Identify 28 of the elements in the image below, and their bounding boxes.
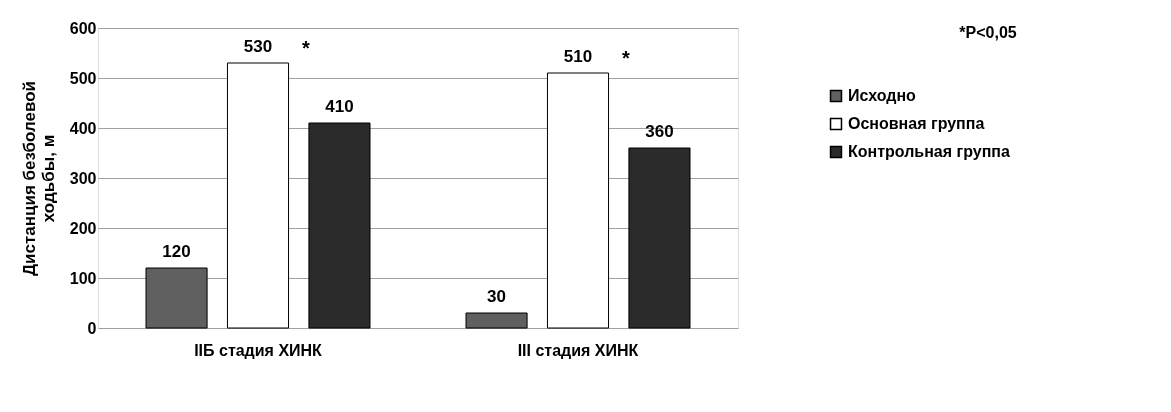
data-label: 410 xyxy=(325,97,354,116)
bar xyxy=(308,122,371,329)
y-tick-label: 200 xyxy=(69,219,97,237)
data-label: 530 xyxy=(243,37,273,56)
y-tick-label: 500 xyxy=(69,69,97,87)
data-label: 510 xyxy=(563,47,593,66)
bar xyxy=(546,72,610,329)
text: *P<0,05 xyxy=(959,24,1017,41)
legend-label: Основная группа xyxy=(848,115,985,132)
data-label: 30 xyxy=(487,287,507,306)
annotation: * xyxy=(622,47,631,69)
bar xyxy=(465,312,528,329)
y-tick-label: 600 xyxy=(69,19,97,37)
y-tick-label: 0 xyxy=(87,319,97,337)
x-tick-label: IIБ стадия ХИНК xyxy=(194,341,323,359)
data-label: 120 xyxy=(162,242,191,261)
legend-label: Контрольная группа xyxy=(848,143,1010,160)
y-axis-title: Дистанция безболевой ходьбы, м xyxy=(19,80,58,277)
y-tick-label: 100 xyxy=(69,269,97,287)
y-tick-label: 400 xyxy=(69,119,97,137)
annotation: * xyxy=(302,37,311,59)
bar xyxy=(628,147,691,329)
data-label: 360 xyxy=(645,122,674,141)
y-tick-label: 300 xyxy=(69,169,97,187)
bar xyxy=(226,62,290,329)
bar xyxy=(145,267,208,329)
legend-label: Исходно xyxy=(848,87,917,104)
x-tick-label: III стадия ХИНК xyxy=(517,341,639,359)
